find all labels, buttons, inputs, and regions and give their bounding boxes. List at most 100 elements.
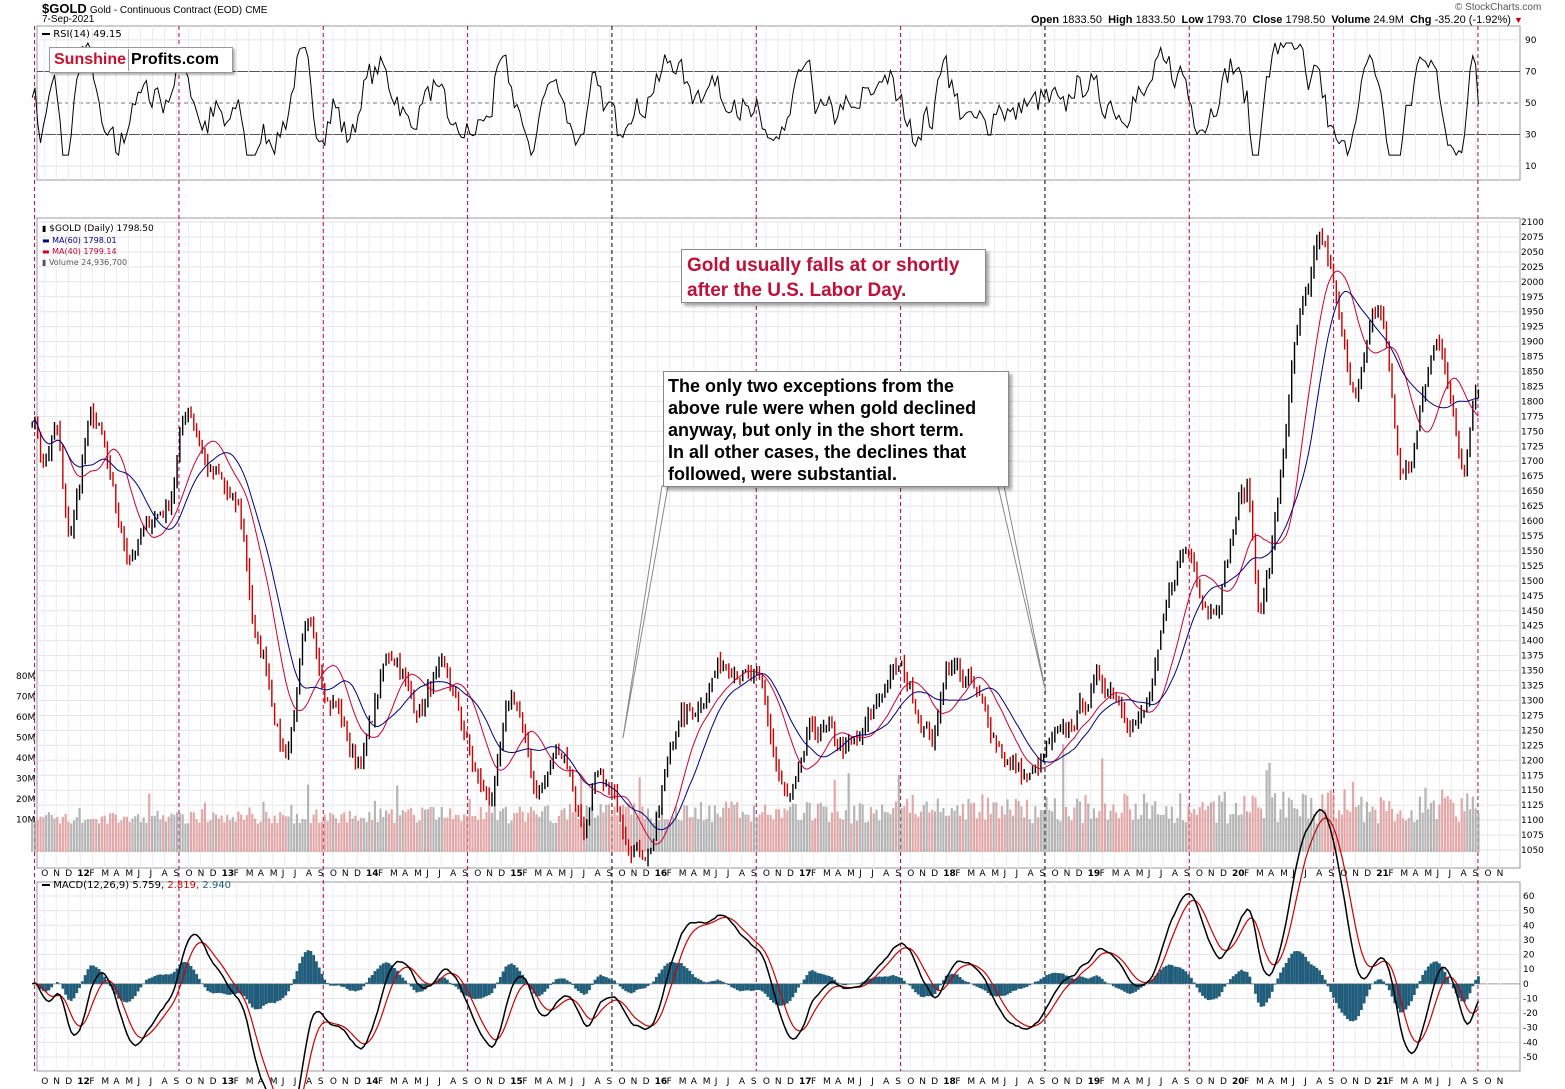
volume-bar <box>541 811 544 852</box>
x-tick-label: O <box>763 1077 770 1087</box>
volume-bar <box>1248 812 1252 852</box>
volume-bar <box>981 794 984 852</box>
volume-bar <box>1078 801 1082 852</box>
volume-bar <box>488 806 491 852</box>
x-tick-label: S <box>751 869 757 879</box>
volume-bar <box>705 818 708 852</box>
price-tick-label: 1200 <box>1521 756 1544 766</box>
x-tick-label: O <box>763 869 770 879</box>
volume-bar <box>552 823 555 852</box>
volume-bar <box>418 820 421 852</box>
volume-bar <box>170 813 173 852</box>
volume-bar <box>212 812 215 852</box>
volume-bar <box>833 779 836 852</box>
x-tick-label: D <box>1364 1077 1371 1087</box>
x-tick-label: J <box>1303 869 1307 879</box>
volume-bar <box>1282 791 1285 852</box>
x-tick-label: S <box>462 869 468 879</box>
volume-bar <box>1307 818 1310 852</box>
volume-bar <box>869 807 873 852</box>
x-tick-label: 15 <box>510 869 523 879</box>
price-tick-label: 1325 <box>1521 682 1544 692</box>
volume-bar <box>972 802 976 852</box>
volume-bar <box>1092 808 1095 852</box>
volume-bar <box>864 822 867 852</box>
macd-tick-label: 60 <box>1523 892 1535 902</box>
volume-bar <box>903 806 906 852</box>
x-tick-label: M <box>967 1077 975 1087</box>
x-tick-label: J <box>293 1077 297 1087</box>
volume-bar <box>312 814 315 852</box>
volume-bar <box>607 804 611 852</box>
volume-bar <box>1237 815 1240 852</box>
volume-bar <box>769 814 772 852</box>
x-tick-label: A <box>306 869 313 879</box>
rsi-tick-label: 50 <box>1525 99 1537 109</box>
volume-bar <box>538 816 541 852</box>
volume-bar <box>1048 809 1051 852</box>
volume-bar <box>543 806 547 852</box>
volume-bar <box>279 812 282 852</box>
x-tick-label: J <box>293 869 297 879</box>
volume-bar <box>677 819 680 852</box>
volume-bar <box>1477 813 1480 852</box>
volume-bar <box>975 818 978 852</box>
volume-bar <box>1404 820 1408 852</box>
macd-tick-label: 0 <box>1523 980 1529 990</box>
x-tick-label: 12 <box>77 869 90 879</box>
macd-tick-label: -40 <box>1523 1038 1538 1048</box>
volume-bar <box>1246 811 1249 852</box>
x-tick-label: A <box>691 1077 698 1087</box>
x-tick-label: D <box>931 869 938 879</box>
x-tick-label: D <box>643 1077 650 1087</box>
volume-bar <box>1207 805 1210 852</box>
volume-bar <box>195 819 198 852</box>
volume-bar <box>1162 814 1165 852</box>
x-tick-label: J <box>1291 1077 1295 1087</box>
x-tick-label: J <box>281 1077 285 1087</box>
volume-bar <box>398 815 402 852</box>
volume-bar <box>1023 817 1026 852</box>
x-tick-label: M <box>991 1077 999 1087</box>
volume-bar <box>125 816 129 852</box>
volume-bar <box>1123 793 1126 852</box>
price-tick-label: 1575 <box>1521 532 1544 542</box>
x-tick-label: O <box>330 869 337 879</box>
x-tick-label: M <box>246 869 254 879</box>
volume-bar <box>1321 794 1324 852</box>
volume-bar <box>387 813 390 852</box>
x-tick-label: M <box>703 869 711 879</box>
volume-bar <box>1087 803 1090 852</box>
volume-bar <box>691 817 694 852</box>
volume-bar <box>326 821 329 852</box>
price-tick-label: 1225 <box>1521 741 1544 751</box>
volume-bar <box>1193 809 1196 852</box>
x-tick-label: M <box>847 1077 855 1087</box>
watermark[interactable]: © StockCharts.com <box>1455 2 1542 13</box>
volume-bar <box>1229 814 1232 852</box>
volume-bar <box>1413 822 1416 852</box>
volume-bar <box>794 804 797 852</box>
volume-bar <box>828 821 831 852</box>
volume-bar <box>449 808 452 852</box>
volume-bar <box>1254 797 1257 852</box>
volume-bar <box>337 823 340 852</box>
volume-bar <box>345 822 349 852</box>
volume-bar <box>886 812 889 852</box>
volume-bar <box>961 804 964 852</box>
volume-bar <box>1446 796 1449 852</box>
volume-bar <box>1382 800 1385 852</box>
volume-bar <box>384 810 388 852</box>
volume-bar <box>58 823 62 852</box>
volume-bar <box>741 811 744 852</box>
volume-bar <box>1474 808 1477 852</box>
rsi-tick-label: 10 <box>1525 162 1537 172</box>
volume-bar <box>546 805 549 852</box>
volume-bar <box>1179 793 1182 852</box>
volume-bar <box>945 815 948 852</box>
volume-bar <box>727 807 730 852</box>
volume-tick-label: 80M <box>16 672 35 682</box>
volume-bar <box>404 812 407 852</box>
volume-bar <box>786 810 789 852</box>
x-tick-label: N <box>919 869 926 879</box>
